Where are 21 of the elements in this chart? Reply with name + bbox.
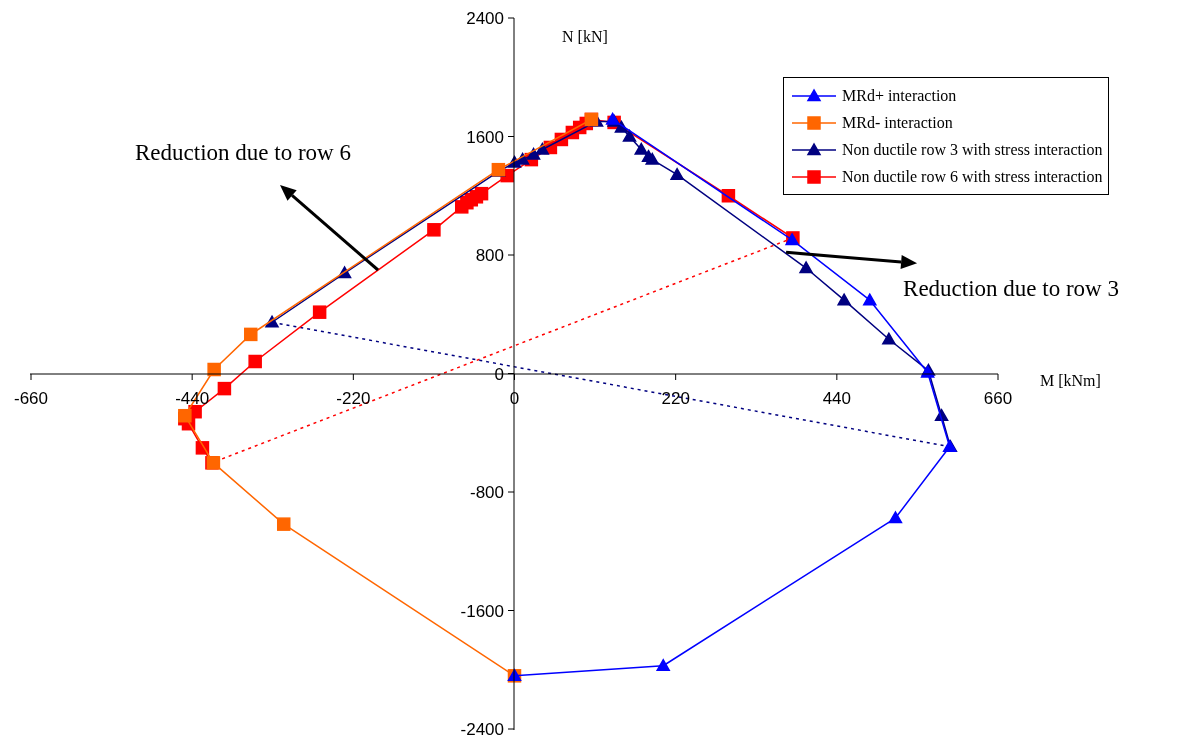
y-tick-label: -800 (469, 483, 504, 502)
y-tick-label: 0 (494, 364, 504, 384)
y-tick-label: 2400 (466, 9, 504, 28)
x-tick-label: 660 (983, 389, 1013, 408)
y-tick-label: -2400 (460, 720, 504, 739)
x-tick-label: 220 (661, 389, 690, 408)
legend-label: MRd- interaction (842, 113, 953, 132)
legend-label: MRd+ interaction (842, 86, 957, 105)
x-tick-label: 0 (509, 389, 520, 408)
y-tick-label: 800 (475, 246, 504, 265)
x-tick-label: -660 (13, 389, 49, 408)
legend-label: Non ductile row 3 with stress interaction (842, 140, 1103, 159)
x-tick-label: 440 (822, 389, 852, 408)
y-axis-title: N [kN] (562, 28, 608, 46)
y-tick-label: 1600 (466, 127, 504, 147)
x-tick-label: -220 (336, 389, 371, 408)
x-axis-title: M [kNm] (1040, 372, 1101, 390)
legend-label: Non ductile row 6 with stress interaction (842, 167, 1103, 186)
annotation: Reduction due to row 3 (903, 276, 1119, 303)
y-tick-label: -1600 (460, 601, 504, 621)
annotation: Reduction due to row 6 (135, 140, 351, 166)
